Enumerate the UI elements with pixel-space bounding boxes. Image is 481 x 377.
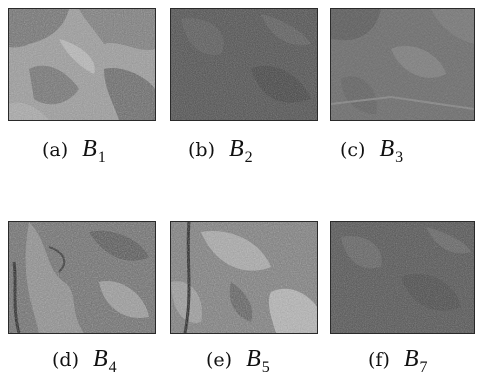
band-subscript: 7: [419, 359, 428, 376]
caption-tag: (f): [368, 349, 390, 371]
band-image-b7: [330, 221, 475, 334]
band-subscript: 1: [97, 149, 106, 166]
caption-f: (f) B7: [368, 346, 428, 376]
caption-tag: (b): [188, 139, 215, 161]
band-symbol: B: [403, 346, 419, 372]
band-subscript: 3: [395, 149, 404, 166]
band-symbol: B: [379, 136, 395, 162]
band-image-b2: [170, 8, 318, 121]
caption-c: (c) B3: [340, 136, 404, 166]
band-symbol: B: [246, 346, 261, 372]
caption-e: (e) B5: [206, 346, 270, 376]
caption-d: (d) B4: [52, 346, 117, 376]
caption-a: (a) B1: [42, 136, 106, 166]
band-image-b4: [8, 221, 156, 334]
band-subscript: 2: [244, 149, 253, 166]
band-symbol: B: [82, 136, 97, 162]
band-image-b3: [330, 8, 475, 121]
caption-tag: (e): [206, 349, 233, 371]
band-symbol: B: [229, 136, 244, 162]
band-image-b1: [8, 8, 156, 121]
band-subscript: 5: [261, 359, 270, 376]
caption-b: (b) B2: [188, 136, 253, 166]
caption-tag: (a): [42, 139, 69, 161]
caption-tag: (c): [340, 139, 366, 161]
band-symbol: B: [93, 346, 108, 372]
band-subscript: 4: [108, 359, 117, 376]
caption-tag: (d): [52, 349, 79, 371]
band-image-b5: [170, 221, 318, 334]
